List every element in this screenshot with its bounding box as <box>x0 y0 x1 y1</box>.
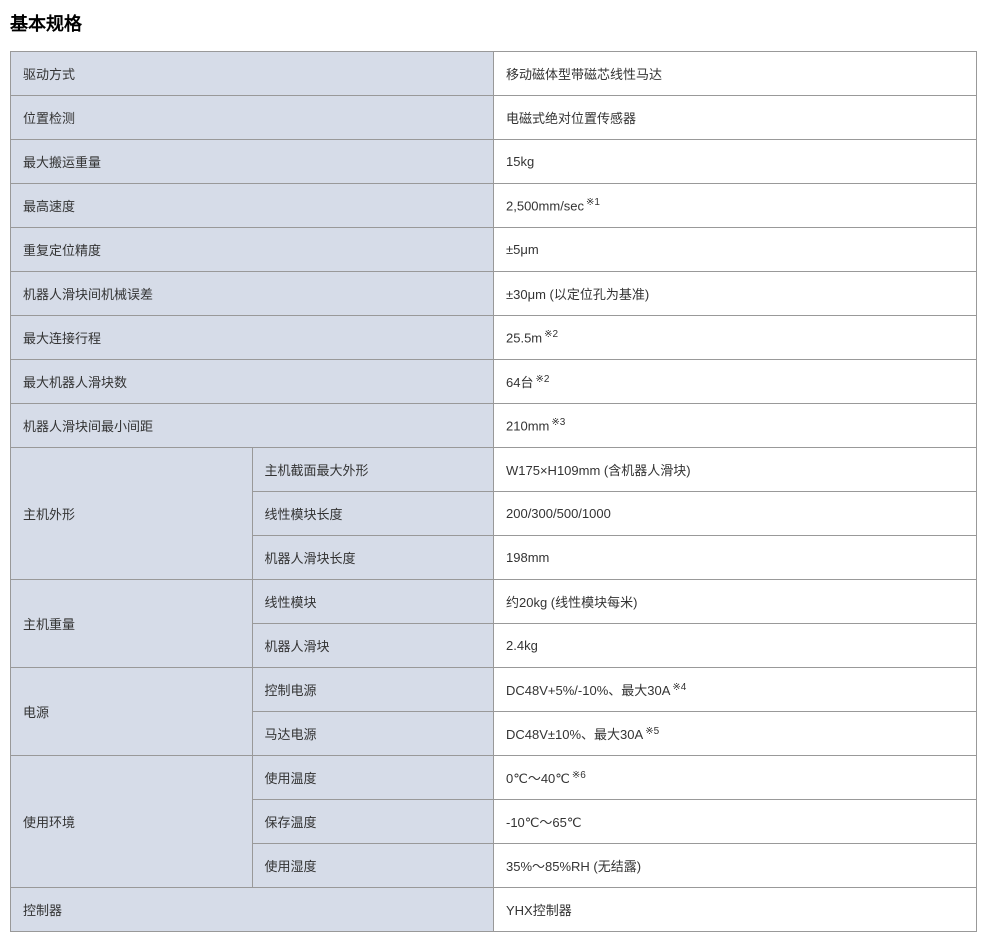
value-text: 2,500mm/sec <box>506 199 584 214</box>
value-text: 210mm <box>506 419 549 434</box>
table-row: 主机重量 线性模块 约20kg (线性模块每米) <box>11 580 977 624</box>
table-row: 最大机器人滑块数 64台※2 <box>11 360 977 404</box>
value-cell: -10℃～65℃ <box>494 800 977 844</box>
value-text: DC48V+5%/-10%、最大30A <box>506 683 670 698</box>
sublabel-cell: 机器人滑块 <box>252 624 494 668</box>
superscript: ※6 <box>572 770 586 781</box>
superscript: ※1 <box>586 197 600 208</box>
value-cell: YHX控制器 <box>494 888 977 932</box>
value-cell: DC48V±10%、最大30A※5 <box>494 712 977 756</box>
sublabel-cell: 机器人滑块长度 <box>252 536 494 580</box>
label-cell: 电源 <box>11 668 253 756</box>
value-text: DC48V±10%、最大30A <box>506 727 643 742</box>
label-cell: 主机重量 <box>11 580 253 668</box>
label-cell: 最大搬运重量 <box>11 140 494 184</box>
label-cell: 机器人滑块间机械误差 <box>11 272 494 316</box>
value-cell: 200/300/500/1000 <box>494 492 977 536</box>
page-title: 基本规格 <box>10 10 977 36</box>
value-cell: 210mm※3 <box>494 404 977 448</box>
sublabel-cell: 使用温度 <box>252 756 494 800</box>
sublabel-cell: 保存温度 <box>252 800 494 844</box>
label-cell: 使用环境 <box>11 756 253 888</box>
value-text: 25.5m <box>506 331 542 346</box>
value-cell: 电磁式绝对位置传感器 <box>494 96 977 140</box>
sublabel-cell: 使用湿度 <box>252 844 494 888</box>
value-cell: 64台※2 <box>494 360 977 404</box>
superscript: ※2 <box>544 329 558 340</box>
value-cell: 198mm <box>494 536 977 580</box>
sublabel-cell: 马达电源 <box>252 712 494 756</box>
label-cell: 主机外形 <box>11 448 253 580</box>
superscript: ※4 <box>672 682 686 693</box>
label-cell: 最大连接行程 <box>11 316 494 360</box>
value-cell: 2.4kg <box>494 624 977 668</box>
superscript: ※2 <box>535 374 549 385</box>
label-cell: 控制器 <box>11 888 494 932</box>
spec-table: 驱动方式 移动磁体型带磁芯线性马达 位置检测 电磁式绝对位置传感器 最大搬运重量… <box>10 51 977 932</box>
value-cell: 约20kg (线性模块每米) <box>494 580 977 624</box>
value-cell: ±5μm <box>494 228 977 272</box>
label-cell: 驱动方式 <box>11 52 494 96</box>
sublabel-cell: 主机截面最大外形 <box>252 448 494 492</box>
table-row: 机器人滑块间最小间距 210mm※3 <box>11 404 977 448</box>
label-cell: 机器人滑块间最小间距 <box>11 404 494 448</box>
value-cell: 15kg <box>494 140 977 184</box>
sublabel-cell: 控制电源 <box>252 668 494 712</box>
table-row: 主机外形 主机截面最大外形 W175×H109mm (含机器人滑块) <box>11 448 977 492</box>
table-row: 使用环境 使用温度 0℃～40℃※6 <box>11 756 977 800</box>
table-row: 电源 控制电源 DC48V+5%/-10%、最大30A※4 <box>11 668 977 712</box>
value-text: 0℃～40℃ <box>506 771 570 786</box>
value-text: 64台 <box>506 375 533 390</box>
table-row: 最高速度 2,500mm/sec※1 <box>11 184 977 228</box>
value-cell: ±30μm (以定位孔为基准) <box>494 272 977 316</box>
table-row: 控制器 YHX控制器 <box>11 888 977 932</box>
table-row: 最大连接行程 25.5m※2 <box>11 316 977 360</box>
sublabel-cell: 线性模块 <box>252 580 494 624</box>
label-cell: 最大机器人滑块数 <box>11 360 494 404</box>
table-row: 重复定位精度 ±5μm <box>11 228 977 272</box>
superscript: ※3 <box>551 417 565 428</box>
value-cell: W175×H109mm (含机器人滑块) <box>494 448 977 492</box>
superscript: ※5 <box>645 726 659 737</box>
table-row: 驱动方式 移动磁体型带磁芯线性马达 <box>11 52 977 96</box>
value-cell: 移动磁体型带磁芯线性马达 <box>494 52 977 96</box>
table-row: 最大搬运重量 15kg <box>11 140 977 184</box>
value-cell: 0℃～40℃※6 <box>494 756 977 800</box>
value-cell: 25.5m※2 <box>494 316 977 360</box>
table-row: 机器人滑块间机械误差 ±30μm (以定位孔为基准) <box>11 272 977 316</box>
table-row: 位置检测 电磁式绝对位置传感器 <box>11 96 977 140</box>
label-cell: 位置检测 <box>11 96 494 140</box>
label-cell: 最高速度 <box>11 184 494 228</box>
label-cell: 重复定位精度 <box>11 228 494 272</box>
sublabel-cell: 线性模块长度 <box>252 492 494 536</box>
value-cell: 35%～85%RH (无结露) <box>494 844 977 888</box>
value-cell: 2,500mm/sec※1 <box>494 184 977 228</box>
value-cell: DC48V+5%/-10%、最大30A※4 <box>494 668 977 712</box>
